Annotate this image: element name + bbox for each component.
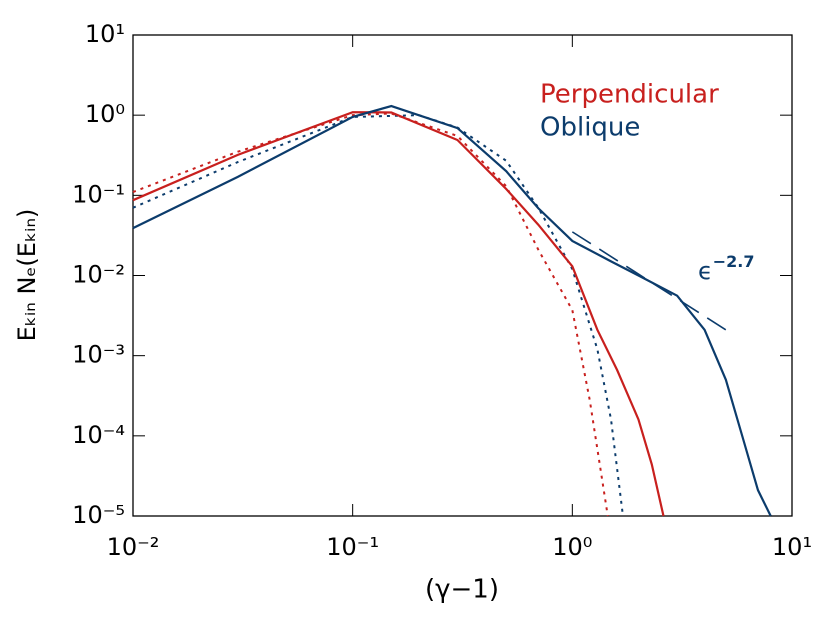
y-tick-label: 10⁻² — [72, 261, 125, 289]
fit-line — [132, 112, 609, 517]
y-tick-label: 10⁻⁵ — [72, 501, 125, 529]
y-tick-label: 10⁻¹ — [72, 180, 125, 208]
y-axis-label: Eₖᵢₙ Nₑ(Eₖᵢₙ) — [13, 209, 41, 342]
fit-line — [132, 114, 624, 517]
y-tick-label: 10⁻³ — [72, 341, 125, 369]
annotation-symbol: ϵ — [698, 257, 713, 285]
legend-label: Perpendicular — [540, 80, 719, 110]
y-tick-label: 10⁻⁴ — [72, 421, 125, 449]
series-line — [132, 104, 772, 517]
x-tick-label: 10¹ — [772, 533, 812, 561]
y-tick-label: 10⁰ — [85, 100, 125, 128]
x-tick-label: 10⁻¹ — [326, 533, 379, 561]
x-tick-label: 10⁻² — [107, 533, 160, 561]
annotation-exponent: −2.7 — [713, 252, 755, 271]
y-tick-label: 10¹ — [85, 20, 125, 48]
legend-label: Oblique — [540, 113, 640, 143]
x-axis-label: (γ−1) — [425, 575, 499, 605]
series-line — [132, 111, 665, 517]
annotation: ϵ−2.7 — [698, 252, 755, 286]
x-tick-label: 10⁰ — [552, 533, 592, 561]
